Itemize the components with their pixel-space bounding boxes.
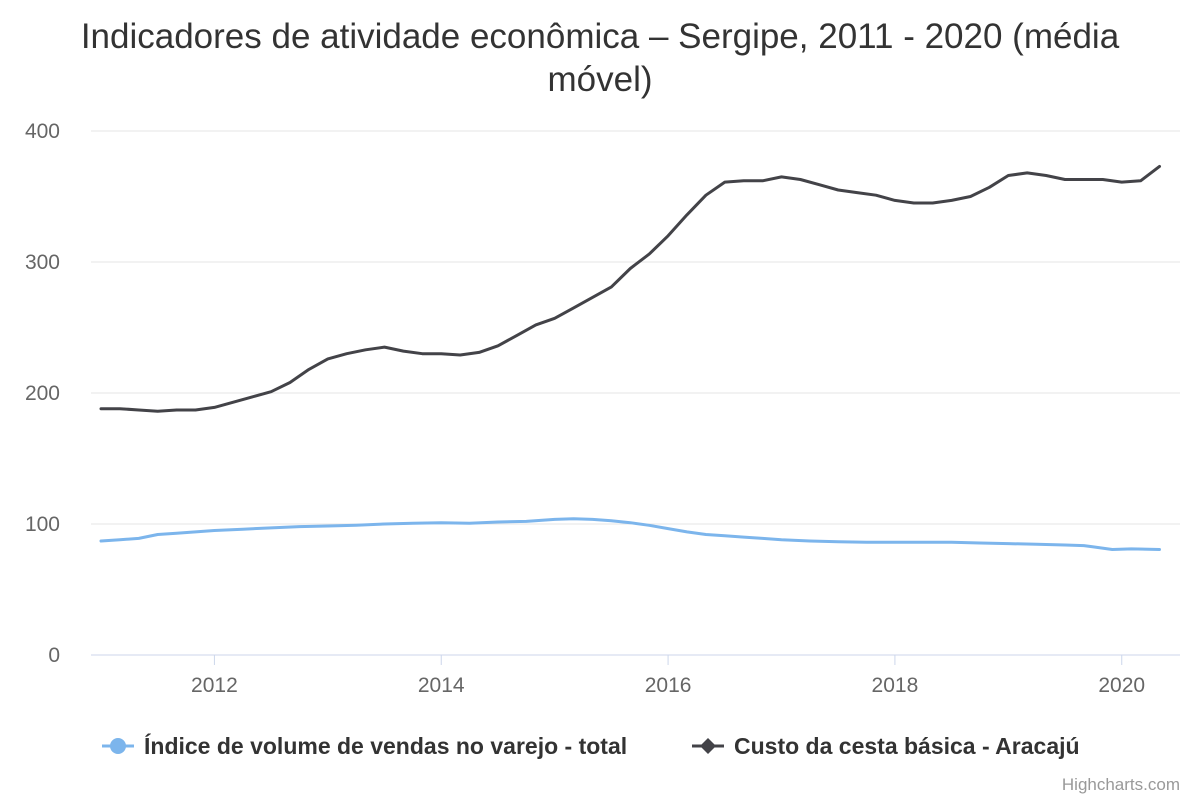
y-tick-label: 0 [48,644,60,667]
series-lines [99,164,1161,551]
series-line-retail-volume[interactable] [99,517,1161,551]
credits-link[interactable]: Highcharts.com [1062,775,1180,794]
chart-title-line-1: Indicadores de atividade econômica – Ser… [81,17,1120,56]
x-tick-label: 2012 [191,674,238,697]
x-tick-label: 2016 [645,674,692,697]
legend-item-basket[interactable]: Custo da cesta básica - Aracajú [692,733,1080,759]
legend-diamond-marker-icon [700,738,716,754]
x-tick-label: 2020 [1098,674,1145,697]
legend-item-retail[interactable]: Índice de volume de vendas no varejo - t… [102,732,627,759]
y-axis-labels: 0 100 200 300 400 [25,120,60,667]
x-tick-label: 2018 [872,674,919,697]
legend-label-retail: Índice de volume de vendas no varejo - t… [144,732,627,759]
series-line-basket-cost[interactable] [99,164,1161,413]
y-tick-label: 300 [25,251,60,274]
y-tick-label: 100 [25,513,60,536]
gridlines [91,130,1180,525]
y-tick-label: 200 [25,382,60,405]
legend-circle-marker-icon [110,738,126,754]
x-axis-ticks: 2012 2014 2016 2018 2020 [191,655,1145,697]
y-tick-label: 400 [25,120,60,143]
legend: Índice de volume de vendas no varejo - t… [102,732,1080,759]
x-tick-label: 2014 [418,674,465,697]
chart-title-line-2: móvel) [547,60,652,99]
legend-label-basket: Custo da cesta básica - Aracajú [734,733,1080,759]
